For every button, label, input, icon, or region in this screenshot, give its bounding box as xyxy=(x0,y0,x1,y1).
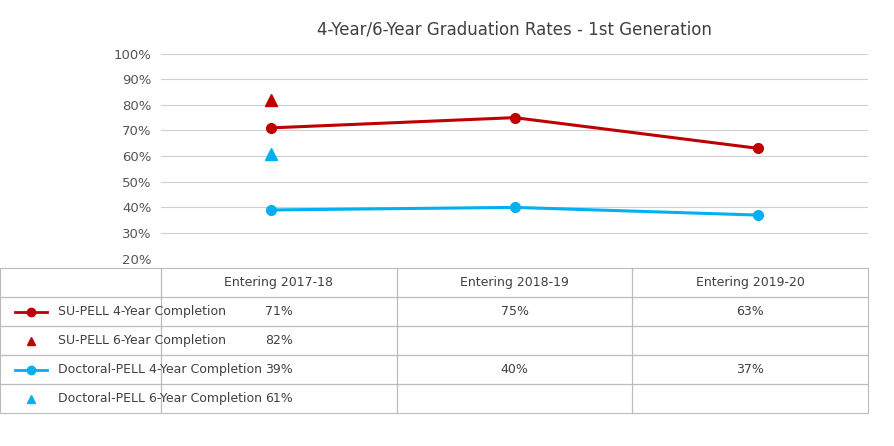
Text: Entering 2018-19: Entering 2018-19 xyxy=(460,276,569,289)
Text: Doctoral-PELL 6-Year Completion: Doctoral-PELL 6-Year Completion xyxy=(58,392,262,405)
Text: Entering 2019-20: Entering 2019-20 xyxy=(696,276,804,289)
Text: 61%: 61% xyxy=(265,392,292,405)
Text: SU-PELL 6-Year Completion: SU-PELL 6-Year Completion xyxy=(58,334,226,347)
Text: 75%: 75% xyxy=(500,305,528,318)
Text: Entering 2017-18: Entering 2017-18 xyxy=(224,276,333,289)
Text: Doctoral-PELL 4-Year Completion: Doctoral-PELL 4-Year Completion xyxy=(58,363,262,376)
Title: 4-Year/6-Year Graduation Rates - 1st Generation: 4-Year/6-Year Graduation Rates - 1st Gen… xyxy=(316,20,712,38)
Text: 39%: 39% xyxy=(265,363,292,376)
Text: 71%: 71% xyxy=(265,305,292,318)
Text: 82%: 82% xyxy=(265,334,292,347)
Text: 63%: 63% xyxy=(736,305,763,318)
Text: 40%: 40% xyxy=(500,363,528,376)
Text: 37%: 37% xyxy=(736,363,763,376)
Text: SU-PELL 4-Year Completion: SU-PELL 4-Year Completion xyxy=(58,305,226,318)
